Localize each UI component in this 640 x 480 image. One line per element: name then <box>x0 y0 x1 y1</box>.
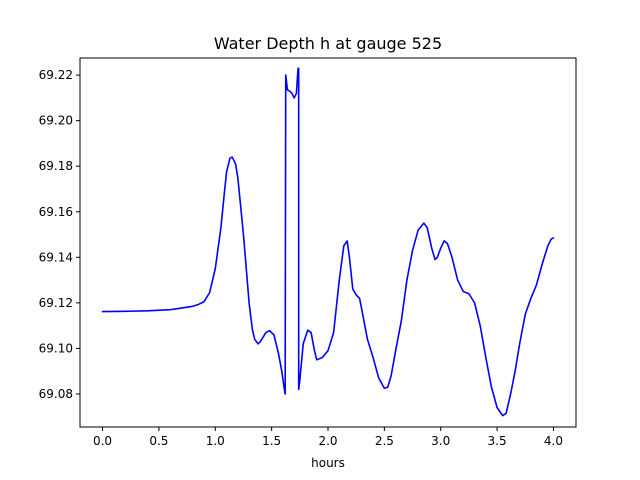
y-tick-label: 69.16 <box>39 205 73 219</box>
x-tick-label: 3.0 <box>431 434 450 448</box>
y-tick-label: 69.22 <box>39 68 73 82</box>
x-axis-label: hours <box>311 456 345 470</box>
x-tick-label: 1.0 <box>206 434 225 448</box>
chart-title: Water Depth h at gauge 525 <box>214 34 442 53</box>
y-tick-label: 69.10 <box>39 341 73 355</box>
y-tick-label: 69.08 <box>39 387 73 401</box>
x-tick-label: 3.5 <box>488 434 507 448</box>
y-tick-label: 69.18 <box>39 159 73 173</box>
x-tick-label: 2.0 <box>318 434 337 448</box>
y-tick-label: 69.12 <box>39 296 73 310</box>
x-tick-label: 4.0 <box>544 434 563 448</box>
x-tick-label: 0.5 <box>149 434 168 448</box>
series-layer <box>101 67 555 417</box>
y-axis-ticks: 69.08 69.10 69.12 69.14 69.16 69.18 69.20 69.22 <box>39 68 80 401</box>
x-tick-label: 0.0 <box>93 434 112 448</box>
series-line-0 <box>101 67 555 417</box>
y-tick-label: 69.14 <box>39 250 73 264</box>
x-tick-label: 2.5 <box>375 434 394 448</box>
y-tick-label: 69.20 <box>39 114 73 128</box>
plot-area <box>80 58 576 427</box>
plot-frame <box>79 57 577 428</box>
x-axis-ticks: 0.0 0.5 1.0 1.5 2.0 2.5 3.0 3.5 4.0 <box>93 427 563 448</box>
x-tick-label: 1.5 <box>262 434 281 448</box>
